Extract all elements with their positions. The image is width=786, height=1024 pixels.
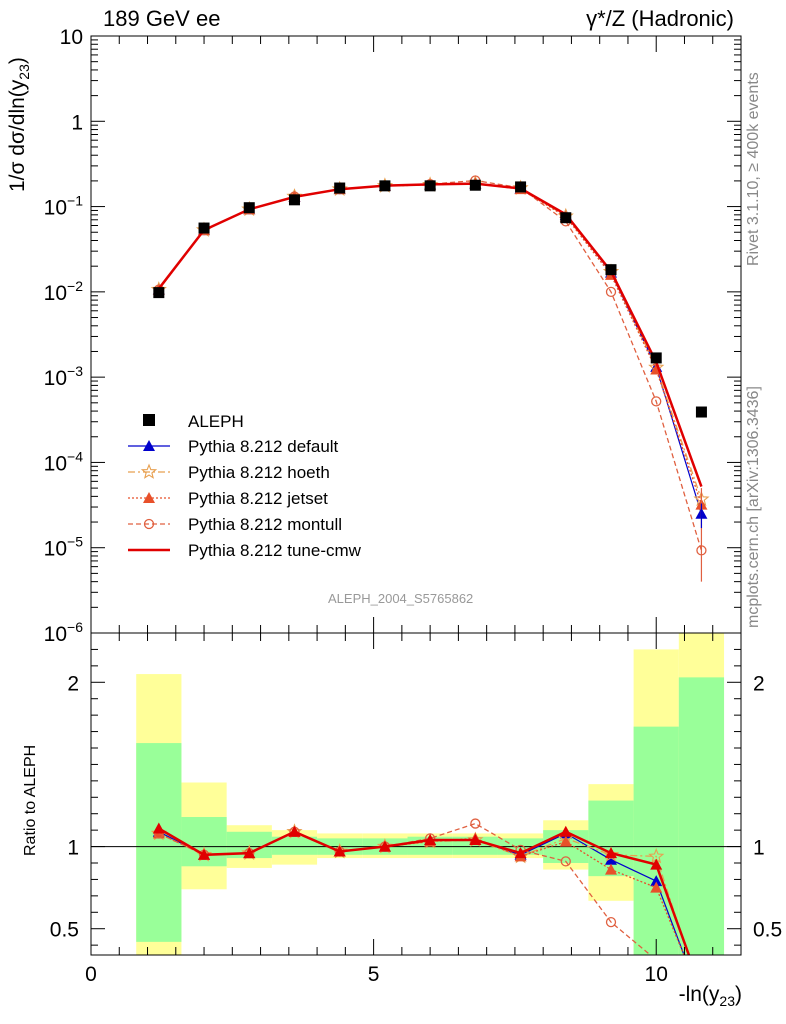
main-y-tick-label: 10−1: [44, 193, 84, 220]
x-tick-label: 0: [85, 963, 97, 986]
data-point: [695, 406, 707, 418]
ratio-y-tick-label: 1: [67, 837, 79, 860]
data-point: [243, 202, 255, 214]
legend-marker-hoeth: [140, 463, 158, 479]
band-inner-rect: [271, 836, 318, 855]
ratio-point-tunecmw: [198, 848, 211, 860]
data-point: [198, 222, 210, 234]
ratio-point-jetset: [559, 835, 572, 847]
header-right: γ*/Z (Hadronic): [586, 6, 734, 31]
main-y-tick-label: 10−3: [44, 363, 84, 390]
header-left: 189 GeV ee: [103, 6, 221, 31]
legend-label-data: ALEPH: [188, 412, 244, 431]
band-inner-rect: [633, 726, 679, 955]
legend-entry-tunecmw: Pythia 8.212 tune-cmw: [128, 541, 362, 560]
main-y-tick-label: 10−4: [44, 448, 84, 475]
x-tick-label: 5: [368, 963, 380, 986]
ratio-y-tick-label-right: 1: [753, 837, 765, 860]
legend-entry-montull: Pythia 8.212 montull: [128, 515, 342, 534]
data-point: [515, 181, 527, 193]
ratio-y-axis-title: Ratio to ALEPH: [22, 744, 39, 856]
main-y-tick-label: 10−5: [44, 534, 84, 561]
ratio-point-tunecmw: [650, 858, 663, 870]
ratio-point-tunecmw: [152, 822, 165, 834]
ratio-point-montull: [470, 818, 481, 829]
ratio-point-montull: [560, 856, 571, 867]
ratio-point-default: [605, 853, 617, 865]
ratio-point-tunecmw: [288, 825, 301, 837]
ratio-y-tick-label-right: 2: [753, 672, 765, 695]
rivet-version-label: Rivet 3.1.10, ≥ 400k events: [745, 72, 762, 266]
analysis-watermark: ALEPH_2004_S5765862: [328, 591, 474, 606]
ratio-point-jetset: [650, 881, 663, 893]
data-point: [334, 182, 346, 194]
data-point: [560, 212, 572, 224]
ratio-y-tick-label: 2: [67, 672, 79, 695]
data-point: [650, 352, 662, 364]
main-y-tick-label: 10: [60, 26, 83, 49]
data-point: [153, 287, 165, 299]
ratio-point-montull: [605, 916, 617, 928]
mcplots-label: mcplots.cern.ch [arXiv:1306.3436]: [745, 386, 762, 628]
main-y-tick-label: 1: [71, 111, 83, 134]
legend-label-default: Pythia 8.212 default: [188, 437, 339, 456]
data-point: [469, 179, 481, 191]
ratio-point-tunecmw: [514, 847, 527, 859]
data-point: [424, 180, 436, 192]
legend-label-montull: Pythia 8.212 montull: [188, 515, 342, 534]
legend-marker-montull: [143, 518, 155, 530]
x-axis-title: -ln(y23): [678, 983, 742, 1010]
data-point: [605, 264, 617, 276]
legend-entry-jetset: Pythia 8.212 jetset: [128, 489, 328, 508]
main-y-tick-label: 10−6: [44, 619, 84, 646]
ratio-point-tunecmw: [469, 834, 482, 845]
x-tick-label: 10: [645, 963, 668, 986]
legend-entry-hoeth: Pythia 8.212 hoeth: [128, 463, 330, 482]
data-point: [288, 194, 300, 206]
ratio-frame: [90, 632, 742, 956]
ratio-line-montull: [158, 822, 652, 955]
legend-label-hoeth: Pythia 8.212 hoeth: [188, 463, 330, 482]
data-point: [379, 180, 391, 192]
main-series-group: [150, 175, 710, 582]
ratio-plot-series: [150, 818, 691, 955]
ratio-point-tunecmw: [243, 847, 256, 859]
main-y-axis-title: 1/σ dσ/dln(y23): [6, 57, 33, 192]
ratio-point-tunecmw: [333, 845, 346, 857]
series-point-montull: [651, 396, 662, 407]
legend-marker-jetset: [143, 492, 155, 503]
ratio-point-jetset: [605, 863, 617, 875]
legend-marker-data: [143, 414, 155, 426]
main-y-tick-label: 10−2: [44, 278, 84, 305]
legend-label-tunecmw: Pythia 8.212 tune-cmw: [188, 541, 362, 560]
ratio-point-tunecmw: [605, 847, 617, 859]
band-inner-rect: [136, 743, 182, 942]
ratio-series-group: [150, 818, 691, 955]
legend-entry-data: ALEPH: [143, 412, 244, 431]
ratio-point-tunecmw: [378, 840, 391, 852]
main-plot-series: [150, 175, 710, 582]
legend-label-jetset: Pythia 8.212 jetset: [188, 489, 328, 508]
legend-entry-default: Pythia 8.212 default: [128, 437, 339, 456]
ratio-point-tunecmw: [424, 834, 437, 845]
band-inner-rect: [678, 677, 725, 955]
legend: ALEPH Pythia 8.212 default Pythia 8.212 ho…: [128, 412, 362, 560]
ratio-y-tick-label: 0.5: [50, 919, 79, 942]
series-point-montull: [605, 286, 617, 298]
ratio-point-default: [650, 875, 663, 887]
legend-marker-default: [143, 440, 155, 451]
ratio-y-tick-label-right: 0.5: [753, 919, 782, 942]
axes: 10 1 10−1 10−2 10−3 10−4 10−5 10−6 0 5 10 0.5 0.5 1 1 2…: [44, 26, 783, 986]
ratio-point-tunecmw: [559, 825, 572, 837]
